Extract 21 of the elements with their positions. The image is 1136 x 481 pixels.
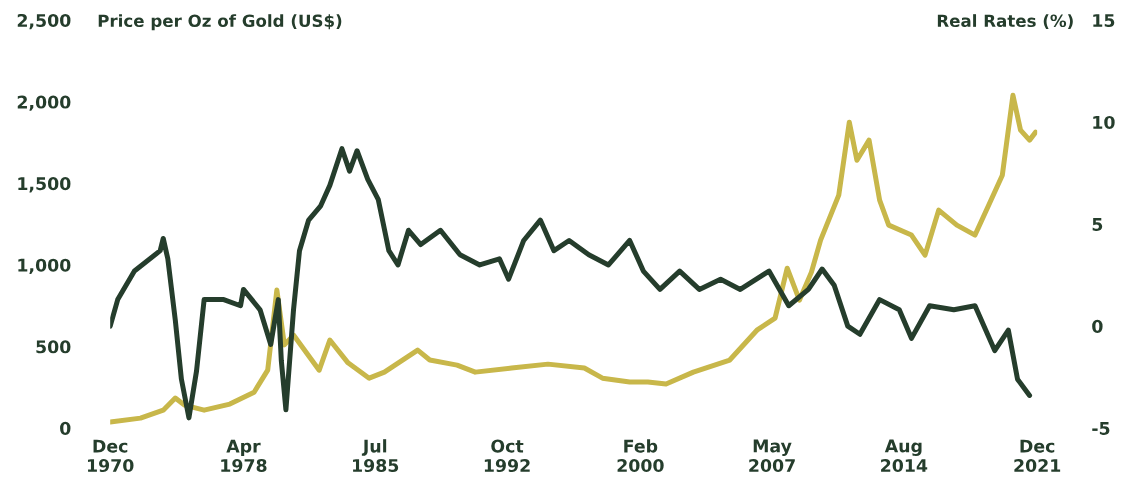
y-tick-label: 1,500 xyxy=(18,177,71,193)
x-tick-label: Aug 2014 xyxy=(881,439,928,473)
y2-axis-title: Real Rates (%) xyxy=(937,14,1073,30)
x-tick-label: Jul 1985 xyxy=(353,439,399,473)
x-tick-label: May 2007 xyxy=(749,439,795,473)
y-axis-title: Price per Oz of Gold (US$) xyxy=(98,14,342,31)
y2-tick-label: 10 xyxy=(1093,115,1115,130)
y-tick-label: 1,000 xyxy=(18,258,71,274)
x-tick-label: Dec 1970 xyxy=(87,439,134,473)
x-tick-label: Apr 1978 xyxy=(221,439,267,473)
x-tick-label: Oct 1992 xyxy=(484,439,530,473)
y2-tick-label: 5 xyxy=(1092,218,1103,231)
y-tick-label: 2,000 xyxy=(17,95,71,111)
y2-tick-label: 15 xyxy=(1093,14,1115,28)
x-tick-label: Feb 2000 xyxy=(617,439,664,473)
y-tick-label: 500 xyxy=(36,340,71,354)
y-tick-label: 2,500 xyxy=(17,13,71,30)
x-tick-label: Dec 2021 xyxy=(1014,439,1061,473)
y-tick-label: 0 xyxy=(60,421,71,435)
y2-tick-label: -5 xyxy=(1092,422,1110,435)
y2-tick-label: 0 xyxy=(1092,319,1103,333)
